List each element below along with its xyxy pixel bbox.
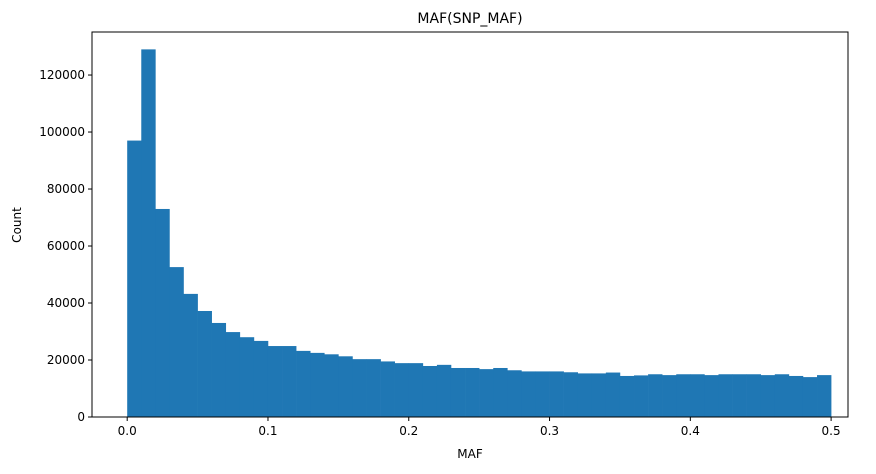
histogram-bar bbox=[521, 371, 536, 417]
y-tick-label: 80000 bbox=[47, 182, 85, 196]
histogram-bar bbox=[267, 346, 283, 417]
x-axis: 0.0 0.1 0.2 0.3 0.4 0.5 bbox=[118, 417, 841, 438]
histogram-bar bbox=[408, 363, 424, 417]
histogram-bar bbox=[324, 354, 339, 417]
histogram-bar bbox=[605, 372, 621, 417]
histogram-bar bbox=[352, 359, 367, 417]
histogram-bar bbox=[718, 374, 733, 417]
histogram-bar bbox=[127, 140, 142, 417]
y-axis-label: Count bbox=[10, 207, 24, 243]
histogram-bar bbox=[338, 356, 353, 417]
histogram-bar bbox=[380, 361, 395, 417]
histogram-bar bbox=[422, 365, 438, 417]
y-tick-label: 120000 bbox=[39, 68, 85, 82]
histogram-bar bbox=[676, 374, 691, 417]
histogram-bar bbox=[535, 371, 550, 417]
histogram-bar bbox=[563, 372, 578, 417]
histogram-bar bbox=[239, 337, 255, 417]
histogram-bar bbox=[817, 375, 832, 417]
histogram-bar bbox=[366, 359, 381, 417]
bars-group bbox=[127, 49, 832, 417]
histogram-bar bbox=[690, 374, 705, 417]
histogram-bar bbox=[225, 332, 241, 417]
x-tick-label: 0.2 bbox=[399, 424, 418, 438]
histogram-bar bbox=[788, 375, 804, 417]
histogram-bar bbox=[394, 363, 410, 417]
y-tick-label: 0 bbox=[77, 410, 85, 424]
histogram-bar bbox=[619, 375, 635, 417]
histogram-bar bbox=[183, 293, 198, 417]
histogram-bar bbox=[296, 350, 311, 417]
histogram-bar bbox=[704, 375, 719, 417]
histogram-bar bbox=[282, 346, 297, 417]
x-axis-label: MAF bbox=[457, 447, 483, 461]
histogram-bar bbox=[141, 49, 156, 417]
histogram-bar bbox=[493, 367, 508, 417]
histogram-bar bbox=[802, 377, 818, 417]
histogram-bar bbox=[197, 310, 212, 417]
histogram-bar bbox=[310, 352, 325, 417]
y-tick-label: 20000 bbox=[47, 353, 85, 367]
chart-title: MAF(SNP_MAF) bbox=[417, 11, 522, 27]
histogram-bar bbox=[774, 374, 790, 417]
histogram-bar bbox=[591, 373, 607, 417]
histogram-bar bbox=[479, 369, 494, 417]
y-axis: 0 20000 40000 60000 80000 100000 120000 bbox=[39, 68, 92, 424]
x-tick-label: 0.4 bbox=[681, 424, 700, 438]
histogram-bar bbox=[577, 373, 593, 417]
histogram-bar bbox=[169, 267, 184, 417]
x-tick-label: 0.3 bbox=[540, 424, 559, 438]
histogram-bar bbox=[465, 367, 480, 417]
x-tick-label: 0.5 bbox=[822, 424, 841, 438]
y-tick-label: 60000 bbox=[47, 239, 85, 253]
y-tick-label: 40000 bbox=[47, 296, 85, 310]
histogram-bar bbox=[450, 367, 466, 417]
histogram-bar bbox=[211, 322, 227, 417]
histogram-bar bbox=[634, 375, 649, 417]
histogram-bar bbox=[549, 371, 564, 417]
histogram-bar bbox=[155, 208, 170, 417]
y-tick-label: 100000 bbox=[39, 125, 85, 139]
histogram-bar bbox=[746, 374, 762, 417]
histogram-bar bbox=[662, 375, 677, 417]
histogram-bar bbox=[732, 374, 747, 417]
x-tick-label: 0.1 bbox=[258, 424, 277, 438]
x-tick-label: 0.0 bbox=[118, 424, 137, 438]
histogram-bar bbox=[253, 340, 269, 417]
plot-frame bbox=[91, 31, 849, 418]
histogram-bar bbox=[436, 364, 452, 417]
histogram-bar bbox=[507, 370, 522, 417]
histogram-bar bbox=[760, 375, 776, 417]
histogram-bar bbox=[648, 374, 663, 417]
